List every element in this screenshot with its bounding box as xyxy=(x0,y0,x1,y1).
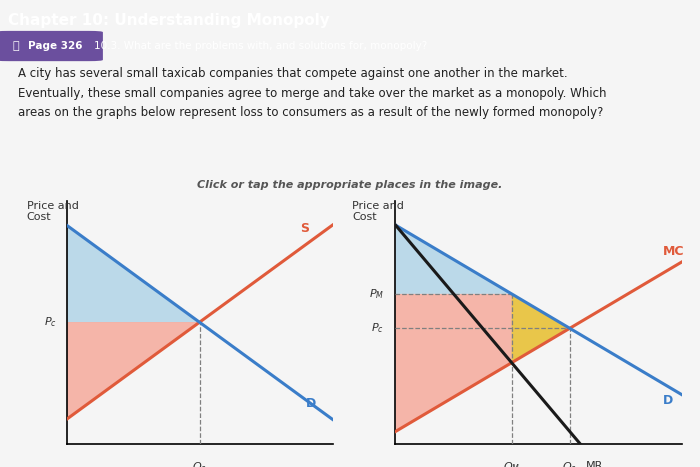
Text: A city has several small taxicab companies that compete against one another in t: A city has several small taxicab compani… xyxy=(18,67,606,119)
Text: $Q_M$: $Q_M$ xyxy=(503,460,520,467)
Text: MC: MC xyxy=(662,246,684,258)
Text: $P_c$: $P_c$ xyxy=(371,321,384,335)
Text: D: D xyxy=(662,394,673,407)
Text: S: S xyxy=(300,222,309,235)
Text: Price and
Cost: Price and Cost xyxy=(27,201,78,222)
Text: $Q_c$: $Q_c$ xyxy=(562,460,578,467)
Text: $P_c$: $P_c$ xyxy=(44,315,57,329)
Text: Page 326: Page 326 xyxy=(28,41,83,51)
Polygon shape xyxy=(66,322,199,419)
Polygon shape xyxy=(395,225,512,294)
Text: Chapter 10: Understanding Monopoly: Chapter 10: Understanding Monopoly xyxy=(8,13,330,28)
Polygon shape xyxy=(512,294,570,363)
Text: ⧇: ⧇ xyxy=(13,41,19,51)
Text: $P_M$: $P_M$ xyxy=(369,287,384,301)
Text: Price and
Cost: Price and Cost xyxy=(352,201,405,222)
Text: D: D xyxy=(306,397,316,410)
Text: $Q_c$: $Q_c$ xyxy=(192,460,207,467)
Text: Click or tap the appropriate places in the image.: Click or tap the appropriate places in t… xyxy=(197,180,503,191)
Text: 10.3. What are the problems with, and solutions for, monopoly?: 10.3. What are the problems with, and so… xyxy=(94,41,428,51)
Polygon shape xyxy=(66,225,199,322)
Text: MR: MR xyxy=(585,460,603,467)
FancyBboxPatch shape xyxy=(0,31,103,61)
Polygon shape xyxy=(395,294,570,432)
